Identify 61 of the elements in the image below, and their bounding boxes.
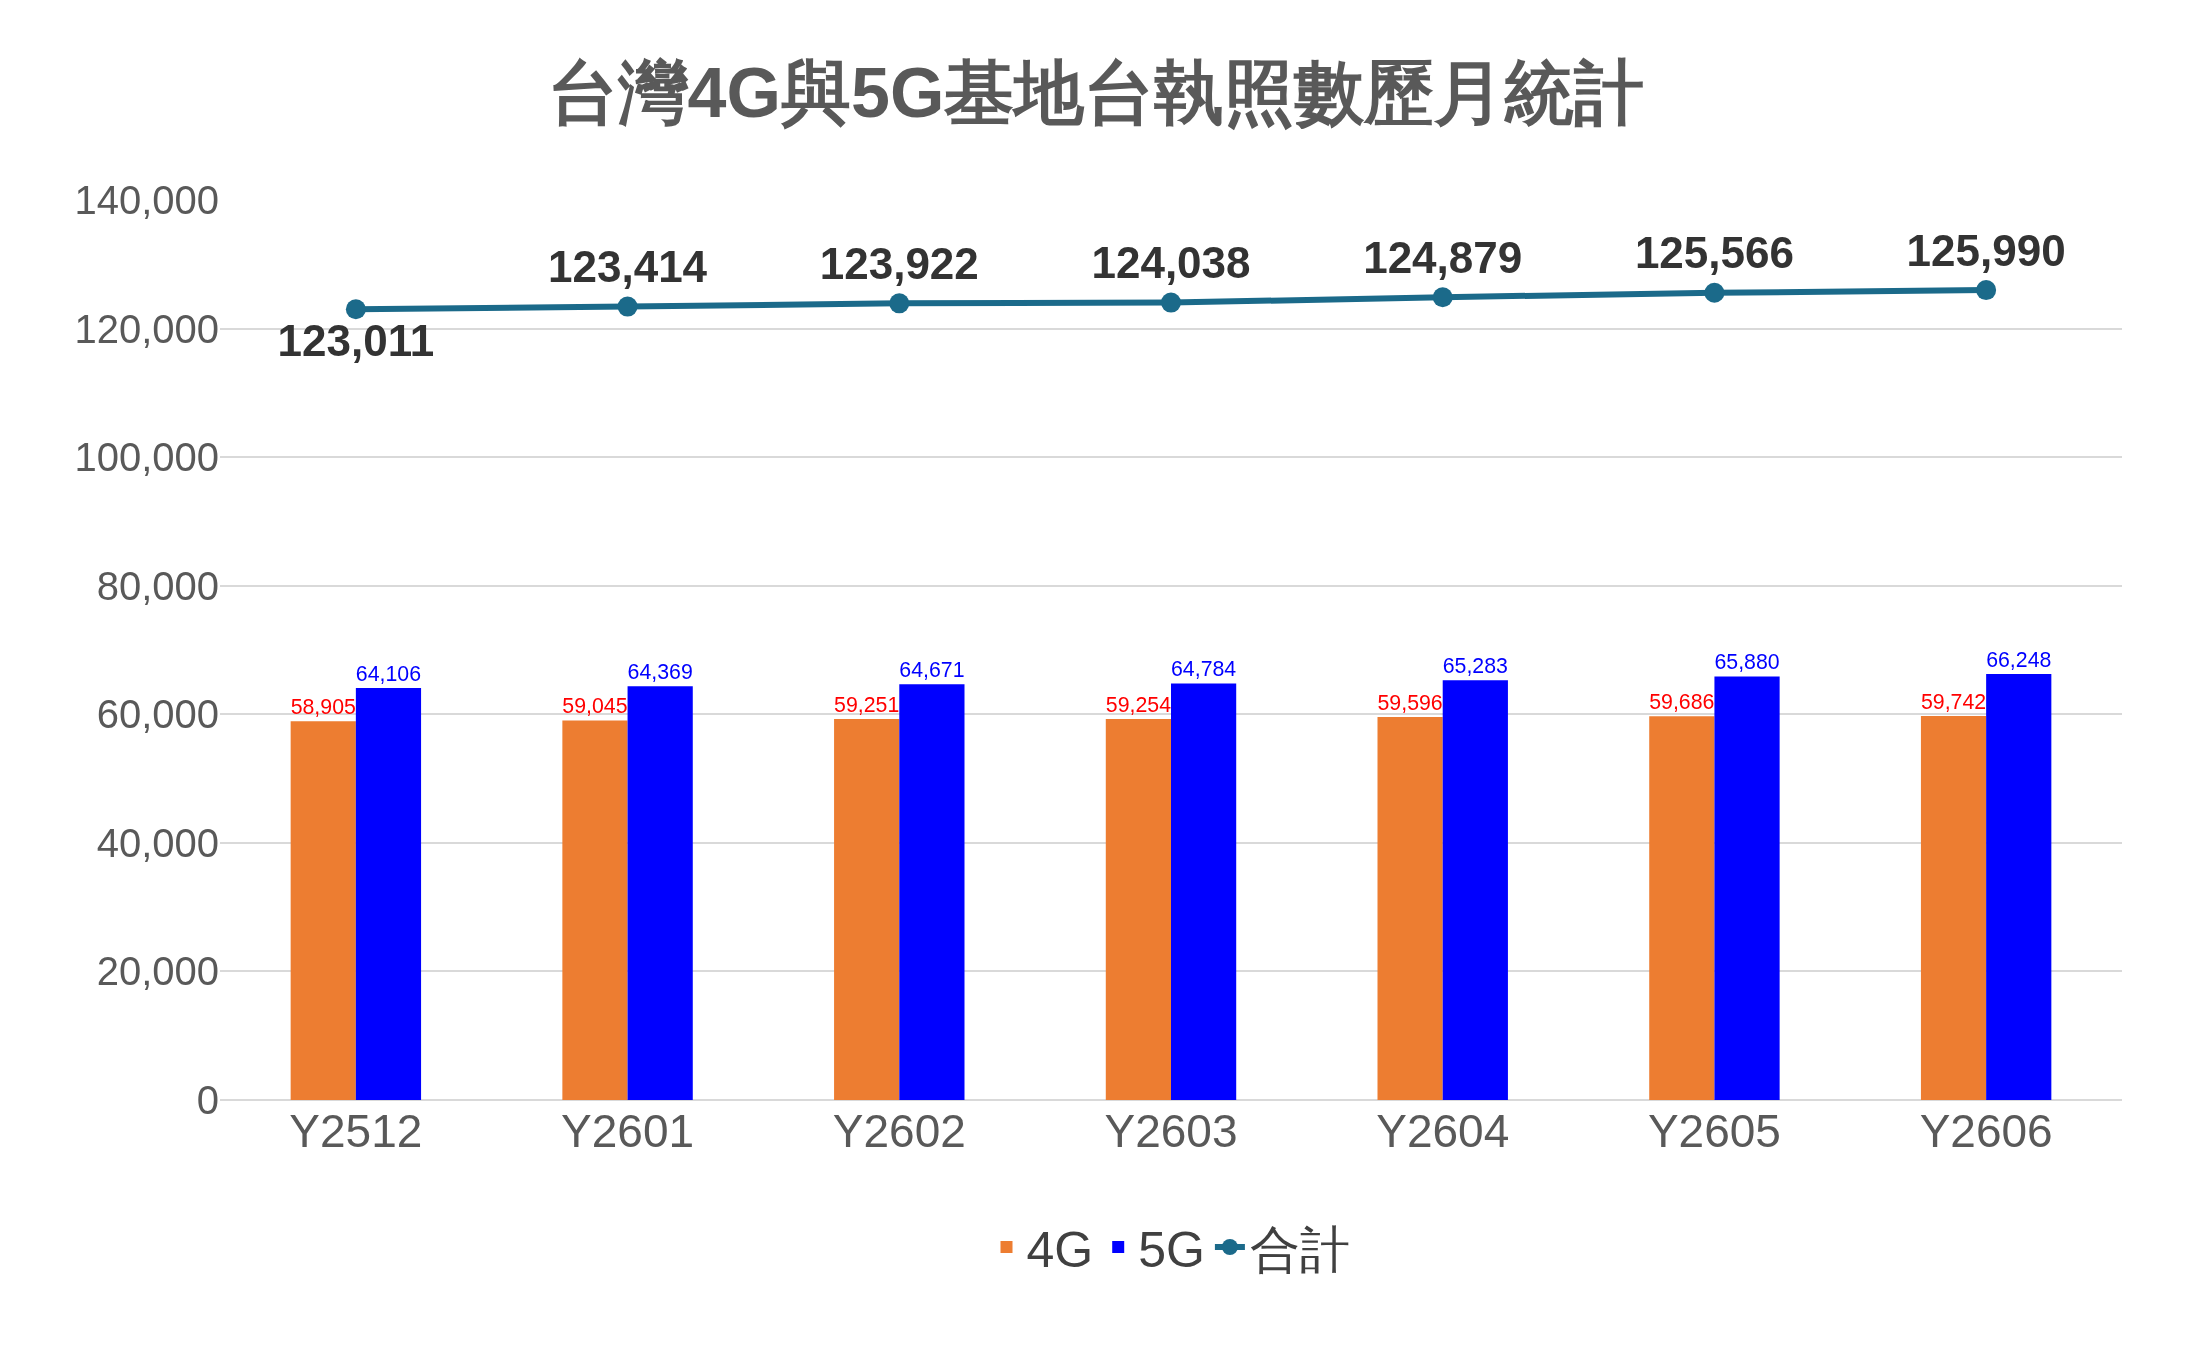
data-label: 64,784 bbox=[1171, 657, 1237, 682]
data-label: 125,990 bbox=[1906, 225, 2066, 275]
point bbox=[1432, 287, 1453, 308]
data-label: 123,011 bbox=[277, 315, 435, 365]
data-label: 59,045 bbox=[562, 694, 628, 719]
data-label: 66,248 bbox=[1986, 647, 2052, 672]
data-label: 123,922 bbox=[819, 238, 979, 288]
y-tick-label: 120,000 bbox=[74, 306, 219, 351]
bar bbox=[1442, 680, 1508, 1100]
bar bbox=[1377, 716, 1443, 1100]
data-label: 65,283 bbox=[1442, 653, 1508, 678]
legend-label: 合計 bbox=[1249, 1221, 1350, 1278]
data-label: 123,414 bbox=[548, 242, 708, 292]
y-tick-label: 40,000 bbox=[96, 820, 219, 865]
data-label: 59,742 bbox=[1920, 689, 1987, 714]
y-tick-label: 140,000 bbox=[74, 178, 219, 222]
x-tick-label: Y2601 bbox=[561, 1105, 695, 1157]
data-label: 124,038 bbox=[1091, 238, 1251, 288]
point bbox=[889, 293, 910, 314]
x-tick-label: Y2604 bbox=[1376, 1105, 1510, 1157]
bar bbox=[1171, 683, 1237, 1100]
data-label: 59,254 bbox=[1105, 692, 1172, 717]
x-tick-label: Y2606 bbox=[1919, 1105, 2053, 1157]
data-label: 125,566 bbox=[1634, 228, 1794, 278]
legend-label: 5G bbox=[1138, 1221, 1205, 1278]
data-label: 59,686 bbox=[1649, 689, 1715, 714]
bar bbox=[834, 719, 900, 1100]
bar bbox=[1986, 674, 2052, 1100]
data-label: 65,880 bbox=[1714, 650, 1780, 675]
bar bbox=[1920, 715, 1987, 1100]
data-label: 59,251 bbox=[834, 692, 900, 717]
y-tick-label: 80,000 bbox=[96, 563, 219, 608]
bar bbox=[1714, 676, 1780, 1100]
point bbox=[1976, 280, 1997, 301]
x-tick-label: Y2605 bbox=[1647, 1105, 1781, 1157]
chart-title: 台灣4G與5G基地台執照數歷月統計 bbox=[547, 53, 1645, 132]
point bbox=[617, 296, 638, 317]
bar bbox=[355, 687, 422, 1100]
bar bbox=[627, 686, 693, 1100]
y-tick-label: 20,000 bbox=[96, 949, 219, 994]
y-tick-label: 100,000 bbox=[74, 435, 219, 480]
y-tick-label: 0 bbox=[196, 1078, 219, 1122]
bar bbox=[899, 684, 965, 1100]
data-label: 124,879 bbox=[1363, 232, 1523, 282]
legend-label: 4G bbox=[1026, 1221, 1094, 1278]
data-label: 64,106 bbox=[355, 661, 422, 686]
data-label: 64,369 bbox=[627, 659, 693, 684]
data-label: 58,905 bbox=[290, 694, 356, 719]
bar bbox=[1649, 716, 1715, 1100]
x-tick-label: Y2602 bbox=[832, 1105, 966, 1157]
bar bbox=[1105, 719, 1171, 1100]
bar bbox=[562, 720, 628, 1100]
x-tick-label: Y2603 bbox=[1104, 1105, 1238, 1157]
bar bbox=[290, 721, 356, 1100]
data-label: 59,596 bbox=[1377, 690, 1443, 715]
y-tick-label: 60,000 bbox=[96, 692, 219, 737]
point bbox=[1704, 282, 1725, 303]
point bbox=[345, 299, 366, 320]
data-label: 64,671 bbox=[899, 657, 965, 682]
x-tick-label: Y2512 bbox=[289, 1105, 423, 1157]
point bbox=[1161, 292, 1181, 313]
